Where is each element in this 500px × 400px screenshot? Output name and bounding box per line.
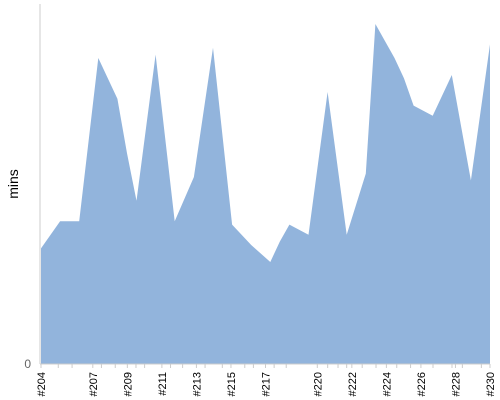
x-tick-label: #226: [416, 372, 428, 396]
x-tick-label: #220: [312, 372, 324, 396]
series-area: [41, 24, 490, 364]
x-tick-label: #222: [347, 372, 359, 396]
x-tick-label: #204: [36, 372, 48, 396]
x-tick-label: #211: [157, 372, 169, 396]
x-tick-label: #230: [485, 372, 497, 396]
x-tick-label: #215: [226, 372, 238, 396]
x-tick-label: #207: [88, 372, 100, 396]
x-axis-ticks: #204 #207 #209 #211 #213 #215 #217 #220 #222 #224…: [36, 364, 497, 396]
x-tick-label: #217: [261, 372, 273, 396]
y-axis-ticks: 0: [24, 357, 31, 371]
x-tick-label: #213: [191, 372, 203, 396]
x-tick-label: #209: [122, 372, 134, 396]
y-tick-label: 0: [24, 357, 31, 371]
x-tick-label: #224: [381, 372, 393, 396]
x-tick-label: #228: [450, 372, 462, 396]
plot-area: [41, 24, 490, 364]
y-axis-label: mins: [5, 169, 21, 199]
